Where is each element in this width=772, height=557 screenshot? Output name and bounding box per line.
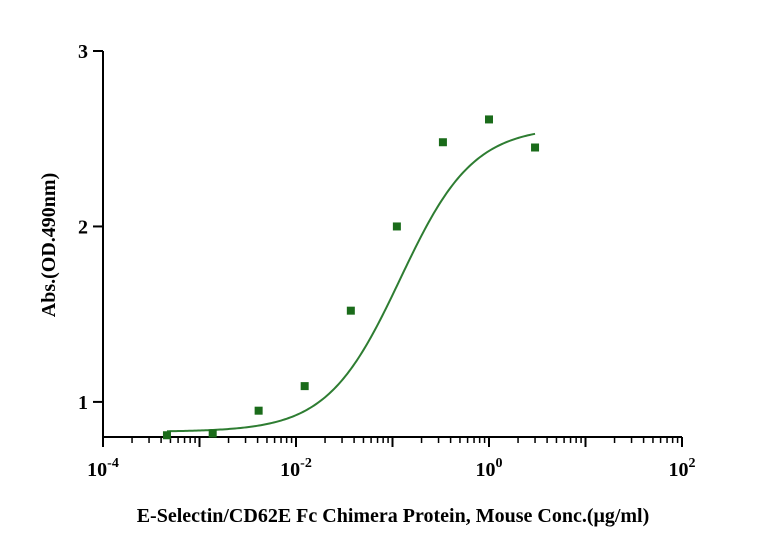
y-tick-label: 1 — [78, 392, 88, 414]
y-tick-label: 2 — [78, 216, 88, 238]
x-tick-label: 10-4 — [87, 456, 119, 481]
data-point — [300, 382, 309, 391]
fit-curve-layer — [166, 132, 536, 433]
data-point — [254, 406, 263, 415]
x-tick-label: 10-2 — [280, 456, 312, 481]
data-point — [485, 115, 493, 124]
data-points — [162, 115, 540, 440]
x-axis-title: E-Selectin/CD62E Fc Chimera Protein, Mou… — [137, 505, 650, 527]
tick-labels: 1 2 3 10-4 10-2 100 102 — [78, 41, 696, 481]
data-point — [162, 431, 171, 440]
data-point — [346, 306, 355, 315]
x-tick-label: 102 — [669, 456, 696, 481]
data-point — [438, 138, 447, 147]
y-axis-title: Abs.(OD.490nm) — [38, 173, 60, 317]
y-tick-label: 3 — [78, 41, 88, 63]
data-point — [531, 143, 540, 152]
axes — [93, 50, 683, 447]
x-tick-label: 100 — [476, 456, 503, 481]
data-point — [392, 222, 401, 231]
fit-curve — [166, 132, 536, 433]
data-point — [208, 429, 217, 438]
